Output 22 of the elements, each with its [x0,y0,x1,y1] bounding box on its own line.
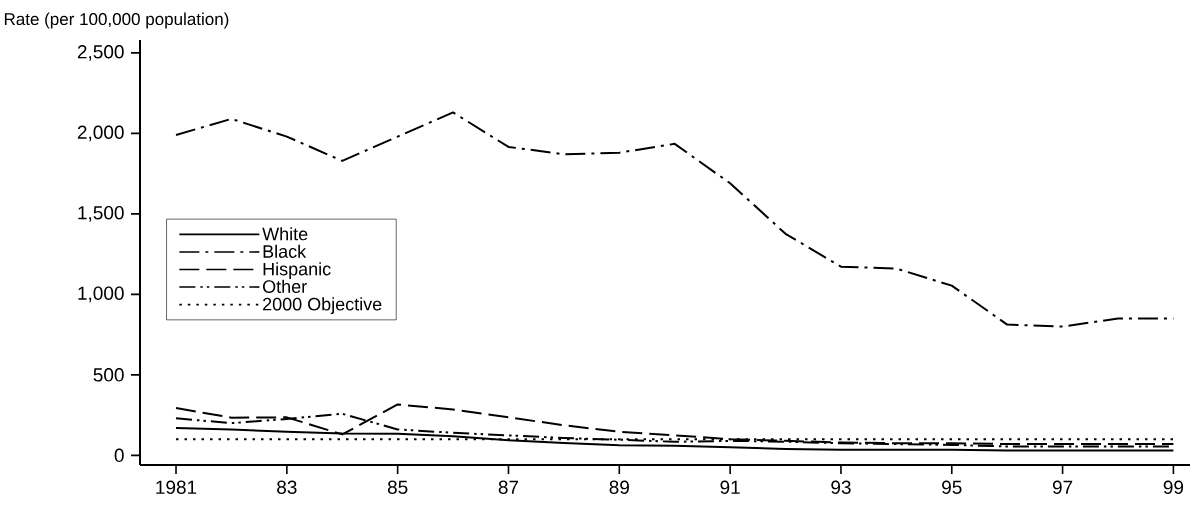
x-tick-label: 1981 [156,480,197,494]
y-tick-label: 2,500 [77,45,124,61]
y-tick-label: 1,500 [78,206,124,222]
x-tick-label: 89 [609,480,629,494]
legend-label: Hispanic [263,262,331,279]
y-tick-label: 0 [114,448,124,463]
legend-label: Black [263,244,307,258]
x-tick-label: 91 [720,480,740,494]
legend-label: Other [262,279,307,293]
x-tick-label: 93 [831,480,851,494]
x-tick-label: 87 [498,480,519,494]
y-tick-label: 500 [93,368,124,382]
x-tick-label: 99 [1163,480,1184,494]
y-axis-title: Rate (per 100,000 population) [4,12,229,29]
y-tick-label: 2,000 [77,125,124,142]
x-tick-label: 97 [1052,480,1073,494]
legend-label: White [262,227,308,241]
x-tick-label: 85 [387,480,408,494]
x-tick-label: 95 [942,480,962,494]
x-tick-label: 83 [277,480,297,494]
legend-label: 2000 Objective [263,297,382,315]
y-tick-label: 1,000 [78,286,124,303]
